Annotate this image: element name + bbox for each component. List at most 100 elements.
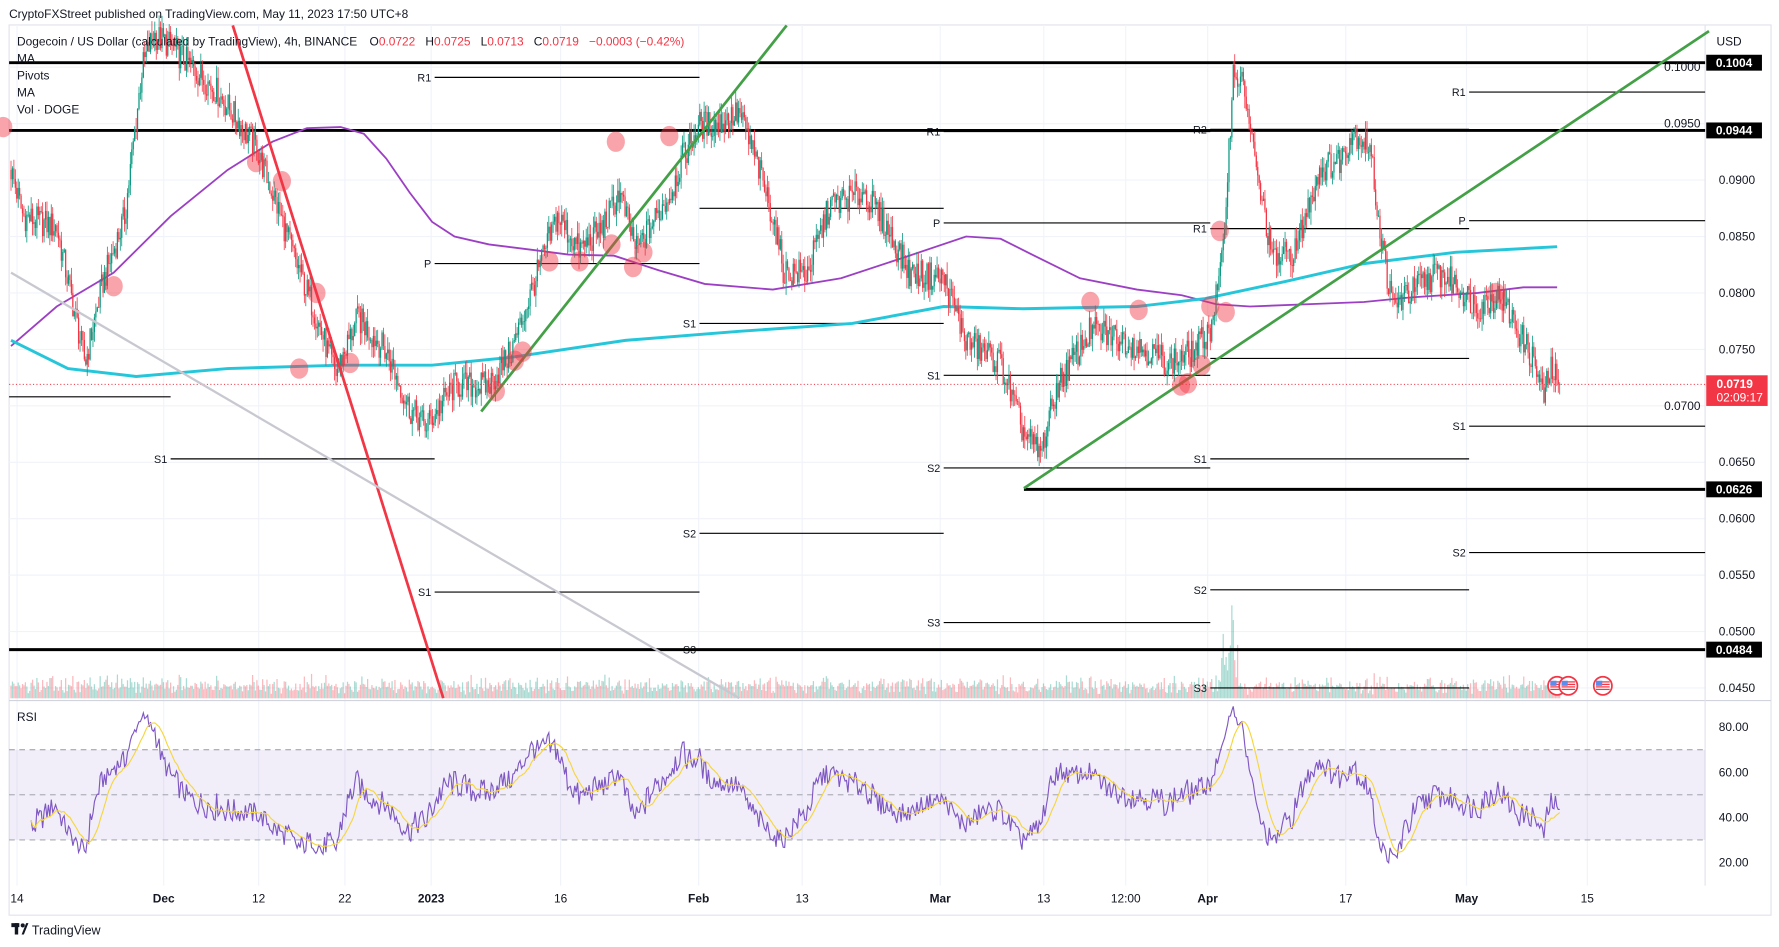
volume-bar: [710, 689, 712, 699]
candle-body: [208, 81, 211, 84]
volume-bar: [667, 687, 669, 699]
candle-body: [448, 382, 451, 397]
us-flag-event-icon[interactable]: [1558, 675, 1579, 696]
price-axis[interactable]: 0.10000.09500.09000.08500.08000.07500.07…: [1664, 54, 1768, 870]
candle-body: [1130, 347, 1132, 358]
volume-bar: [34, 689, 37, 699]
volume-bar: [680, 680, 682, 699]
volume-bar: [842, 684, 845, 699]
volume-bar: [204, 681, 206, 699]
candle-body: [930, 262, 932, 290]
tradingview-logo[interactable]: TradingView: [11, 923, 102, 938]
symbol-title[interactable]: Dogecoin / US Dollar (calculated by Trad…: [17, 34, 357, 48]
volume-bar: [1127, 684, 1129, 699]
volume-bar: [286, 688, 288, 699]
downtrend-gray-trendline[interactable]: [10, 271, 740, 700]
volume-bar: [1117, 688, 1119, 699]
volume-bar: [1275, 683, 1278, 699]
candle-body: [1080, 334, 1082, 357]
candle-body: [1012, 389, 1014, 395]
candle-body: [952, 288, 954, 298]
pivot-label: S2: [1194, 585, 1207, 597]
candle-body: [992, 352, 994, 372]
candle-body: [1543, 384, 1545, 403]
candle-body: [185, 47, 188, 71]
volume-bar: [709, 682, 711, 699]
pivot-label: P: [1459, 216, 1466, 228]
volume-bar: [858, 691, 861, 699]
candle-body: [239, 120, 241, 137]
volume-bar: [1380, 685, 1383, 699]
volume-bar: [1337, 685, 1339, 699]
trendlines[interactable]: [10, 24, 1710, 700]
candle-body: [643, 232, 645, 239]
volume-bar: [969, 685, 971, 699]
candle-body: [506, 366, 508, 369]
volume-bar: [565, 682, 567, 699]
volume-bar: [841, 682, 843, 699]
candle-body: [1222, 239, 1224, 251]
candle-body: [975, 333, 977, 339]
candle-body: [1353, 132, 1355, 134]
volume-bar: [522, 688, 524, 699]
candle-body: [1530, 365, 1532, 368]
candle-body: [299, 264, 301, 273]
candle-body: [336, 369, 339, 377]
candle-body: [533, 284, 536, 296]
volume-bar: [96, 690, 98, 699]
volume-bar: [1103, 684, 1105, 699]
candle-body: [1136, 346, 1138, 357]
indicator-ma-2[interactable]: MA: [17, 86, 35, 100]
volume-bar: [1162, 689, 1164, 699]
indicator-volume[interactable]: Vol · DOGE: [17, 103, 79, 117]
us-flag-event-icon[interactable]: [1592, 675, 1613, 696]
rsi-label[interactable]: RSI: [17, 710, 37, 724]
volume-bar: [748, 684, 750, 699]
candle-body: [1403, 285, 1406, 295]
downtrend-red-trendline[interactable]: [231, 25, 445, 699]
candle-body: [907, 259, 909, 278]
volume-bar: [605, 685, 607, 699]
volume-bar: [804, 685, 806, 699]
candle-body: [515, 333, 517, 341]
indicator-pivots[interactable]: Pivots: [17, 68, 49, 82]
volume-bar: [1087, 693, 1089, 699]
time-axis[interactable]: 14 Dec 12 22 2023 16 Feb 13 Mar 13 12:00 Apr 17 May 15: [10, 892, 1594, 906]
volume-bar: [1160, 682, 1163, 699]
volume-bar: [1045, 689, 1047, 699]
volume-bar: [530, 687, 533, 699]
flag-canton: [1561, 680, 1568, 686]
candle-body: [1356, 128, 1358, 150]
candle-body: [39, 211, 41, 216]
candle-body: [1247, 108, 1249, 110]
volume-bar: [300, 689, 303, 699]
volume-bar: [1032, 688, 1035, 699]
economic-events[interactable]: [1547, 675, 1613, 696]
volume-bar: [904, 686, 907, 699]
indicator-ma-1[interactable]: MA: [17, 51, 35, 65]
volume-bar: [1121, 687, 1124, 699]
volume-bar: [689, 686, 691, 699]
volume-bar: [1136, 685, 1138, 699]
uptrend-green-1-trendline[interactable]: [480, 24, 788, 413]
volume-bar: [584, 684, 586, 699]
candle-body: [1226, 182, 1229, 207]
volume-bar: [1110, 678, 1112, 699]
level-price-tag: [1706, 481, 1762, 498]
key-levels[interactable]: [9, 61, 1706, 652]
currency-label: USD: [1716, 34, 1742, 48]
candle-body: [1350, 138, 1352, 145]
flag-stripe: [1561, 688, 1576, 691]
price-tick-label: 0.0900: [1719, 173, 1756, 187]
candle-body: [1070, 356, 1072, 360]
candle-body: [1274, 248, 1276, 250]
volume-bar: [246, 685, 248, 699]
candle-body: [210, 83, 212, 90]
candle-body: [180, 46, 182, 69]
candle-body: [638, 243, 641, 245]
candle-body: [231, 119, 234, 123]
uptrend-green-2-trendline[interactable]: [1023, 29, 1710, 490]
candle-body: [113, 248, 116, 254]
level-price-tag-label: 0.1004: [1716, 56, 1753, 70]
